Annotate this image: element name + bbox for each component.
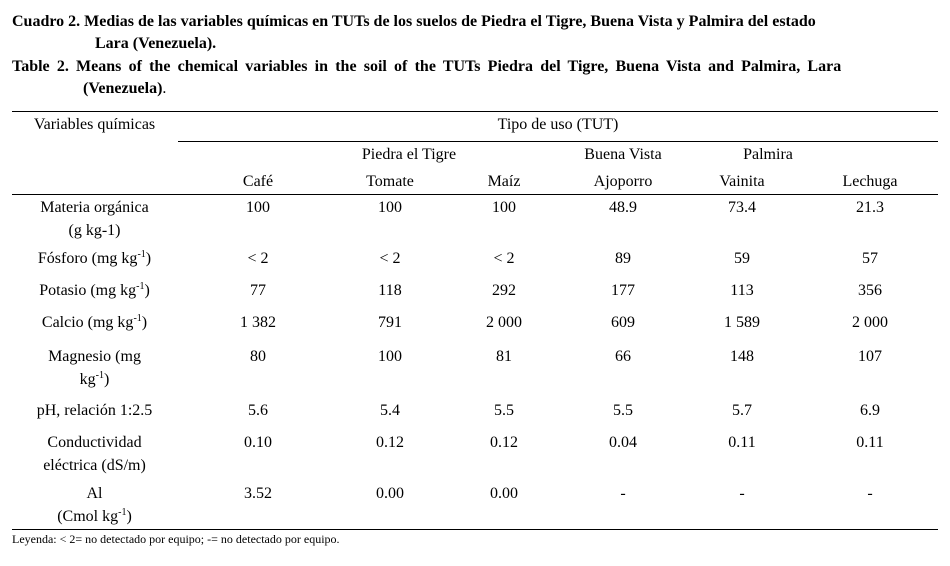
cell-tomate: 100 bbox=[378, 348, 402, 365]
row-label: Magnesio (mg bbox=[48, 348, 141, 365]
row-label-line2: eléctrica (dS/m) bbox=[43, 457, 146, 474]
cell-tomate: 0.00 bbox=[376, 485, 404, 502]
cell-lechuga: 107 bbox=[858, 348, 882, 365]
caption-spanish: Cuadro 2. Medias de las variables químic… bbox=[12, 11, 938, 55]
row-label-text: Calcio (mg kg bbox=[41, 314, 134, 331]
cell-cafe: 80 bbox=[250, 348, 266, 365]
cell-ajoporro: 66 bbox=[615, 348, 631, 365]
cell-lechuga: 6.9 bbox=[860, 402, 880, 419]
table-top-rule bbox=[12, 111, 938, 112]
header-variables: Variables químicas bbox=[33, 116, 156, 133]
cell-vainita: 1 589 bbox=[724, 314, 760, 331]
caption-en-line2: (Venezuela). bbox=[12, 78, 938, 100]
cell-cafe: 3.52 bbox=[244, 485, 272, 502]
row-label-text: Fósforo (mg kg bbox=[37, 250, 138, 267]
row-label-end: ) bbox=[141, 314, 148, 331]
caption-en-line1: Table 2. Means of the chemical variables… bbox=[12, 58, 842, 75]
group-piedra-el-tigre: Piedra el Tigre bbox=[361, 146, 457, 163]
cell-tomate: 118 bbox=[378, 282, 402, 299]
cell-lechuga: 0.11 bbox=[856, 434, 884, 451]
row-label-sup: -1 bbox=[118, 507, 127, 518]
group-buena-vista: Buena Vista bbox=[584, 146, 662, 163]
row-label-sup: -1 bbox=[137, 249, 146, 260]
col-header-lechuga: Lechuga bbox=[842, 173, 898, 190]
cell-vainita: 73.4 bbox=[728, 199, 756, 216]
cell-vainita: 113 bbox=[730, 282, 754, 299]
col-header-tomate: Tomate bbox=[366, 173, 414, 190]
caption-es-line1: Cuadro 2. Medias de las variables químic… bbox=[12, 13, 816, 30]
header-tipo-uso: Tipo de uso (TUT) bbox=[497, 116, 619, 133]
cell-tomate: 100 bbox=[378, 199, 402, 216]
row-label-line2: (Cmol kg-1) bbox=[12, 506, 177, 528]
col-header-vainita: Vainita bbox=[719, 173, 765, 190]
row-label-end: ) bbox=[144, 282, 150, 299]
cell-maiz: 81 bbox=[496, 348, 512, 365]
cell-cafe: 100 bbox=[246, 199, 270, 216]
col-header-cafe: Café bbox=[242, 173, 274, 190]
cell-cafe: 0.10 bbox=[244, 434, 272, 451]
cell-ajoporro: 177 bbox=[611, 282, 635, 299]
cell-ajoporro: - bbox=[620, 485, 626, 502]
row-label-text: (Cmol kg bbox=[57, 508, 119, 525]
cell-cafe: < 2 bbox=[247, 250, 269, 267]
cell-tomate: < 2 bbox=[379, 250, 401, 267]
tut-group-rule bbox=[178, 141, 938, 142]
cell-maiz: 292 bbox=[492, 282, 516, 299]
row-label-sup: -1 bbox=[95, 370, 104, 381]
cell-maiz: 0.12 bbox=[490, 434, 518, 451]
cell-ajoporro: 609 bbox=[611, 314, 635, 331]
cell-lechuga: 57 bbox=[862, 250, 878, 267]
cell-cafe: 77 bbox=[250, 282, 266, 299]
caption-es-line2: Lara (Venezuela). bbox=[95, 35, 217, 52]
row-label-end: ) bbox=[126, 508, 132, 525]
cell-tomate: 791 bbox=[378, 314, 402, 331]
row-label: Potasio (mg kg-1) bbox=[12, 280, 177, 302]
row-label-text: Potasio (mg kg bbox=[39, 282, 137, 299]
cell-ajoporro: 0.04 bbox=[609, 434, 637, 451]
cell-vainita: 59 bbox=[734, 250, 750, 267]
row-label: Calcio (mg kg-1) bbox=[12, 312, 177, 334]
cell-lechuga: - bbox=[867, 485, 873, 502]
row-label: Conductividad bbox=[47, 434, 142, 451]
row-label-end: ) bbox=[145, 250, 152, 267]
cell-vainita: 0.11 bbox=[728, 434, 756, 451]
row-label-sup: -1 bbox=[133, 313, 142, 324]
cell-maiz: 2 000 bbox=[486, 314, 522, 331]
row-label: Fósforo (mg kg-1) bbox=[12, 248, 177, 270]
row-label: pH, relación 1:2.5 bbox=[36, 402, 153, 419]
cell-vainita: 5.7 bbox=[732, 402, 752, 419]
cell-ajoporro: 5.5 bbox=[613, 402, 633, 419]
cell-lechuga: 21.3 bbox=[856, 199, 884, 216]
row-label: Materia orgánica bbox=[40, 199, 149, 216]
header-bottom-rule bbox=[12, 194, 938, 195]
table-legend: Leyenda: < 2= no detectado por equipo; -… bbox=[12, 532, 340, 546]
cell-maiz: 0.00 bbox=[490, 485, 518, 502]
cell-lechuga: 2 000 bbox=[852, 314, 888, 331]
cell-vainita: 148 bbox=[730, 348, 754, 365]
group-palmira: Palmira bbox=[743, 146, 793, 163]
caption-english: Table 2. Means of the chemical variables… bbox=[12, 56, 938, 100]
cell-maiz: 5.5 bbox=[494, 402, 514, 419]
cell-ajoporro: 48.9 bbox=[609, 199, 637, 216]
caption-en-line2-suffix: . bbox=[162, 80, 167, 97]
cell-cafe: 5.6 bbox=[248, 402, 268, 419]
cell-tomate: 0.12 bbox=[376, 434, 404, 451]
row-label-text: kg bbox=[79, 371, 96, 388]
cell-ajoporro: 89 bbox=[615, 250, 631, 267]
col-header-ajoporro: Ajoporro bbox=[593, 173, 653, 190]
cell-lechuga: 356 bbox=[858, 282, 882, 299]
row-label-sup: -1 bbox=[136, 281, 145, 292]
col-header-maiz: Maíz bbox=[487, 173, 521, 190]
row-label-end: ) bbox=[104, 371, 110, 388]
row-label: Al bbox=[86, 485, 103, 502]
cell-maiz: 100 bbox=[492, 199, 516, 216]
cell-cafe: 1 382 bbox=[240, 314, 276, 331]
cell-vainita: - bbox=[739, 485, 745, 502]
table-bottom-rule bbox=[12, 529, 938, 530]
caption-en-line2-text: (Venezuela) bbox=[83, 80, 163, 97]
row-label-line2: kg-1) bbox=[12, 369, 177, 391]
cell-tomate: 5.4 bbox=[380, 402, 400, 419]
row-label-line2: (g kg-1) bbox=[68, 222, 121, 239]
cell-maiz: < 2 bbox=[493, 250, 515, 267]
